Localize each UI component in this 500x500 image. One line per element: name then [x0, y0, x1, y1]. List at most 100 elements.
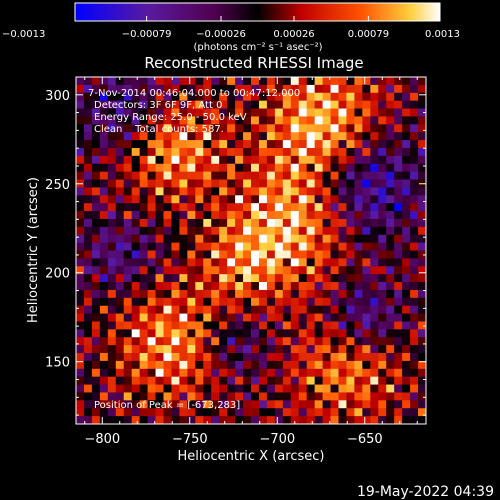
heatmap-cell [203, 242, 212, 251]
heatmap-cell [322, 84, 331, 94]
heatmap-cell [203, 147, 212, 157]
heatmap-cell [187, 329, 196, 338]
heatmap-cell [235, 195, 244, 204]
heatmap-cell [219, 226, 228, 236]
heatmap-cell [322, 360, 331, 370]
heatmap-cell [362, 108, 371, 117]
heatmap-cell [195, 289, 204, 299]
heatmap-cell [410, 392, 419, 401]
heatmap-cell [131, 289, 141, 299]
heatmap-cell [306, 289, 316, 299]
heatmap-cell [211, 313, 220, 322]
heatmap-cell [99, 392, 109, 401]
heatmap-cell [251, 408, 260, 417]
heatmap-cell [418, 368, 427, 378]
heatmap-cell [139, 360, 148, 370]
heatmap-cell [155, 195, 164, 204]
heatmap-cell [131, 337, 141, 346]
heatmap-cell [298, 203, 308, 212]
heatmap-cell [258, 289, 268, 299]
heatmap-cell [115, 171, 125, 180]
heatmap-cell [83, 345, 93, 354]
heatmap-cell [322, 147, 331, 157]
heatmap-cell [338, 77, 347, 86]
heatmap-cell [402, 305, 411, 314]
heatmap-cell [362, 234, 371, 244]
heatmap-cell [266, 376, 276, 385]
heatmap-cell [258, 187, 268, 196]
heatmap-cell [187, 92, 196, 102]
heatmap-cell [370, 100, 379, 109]
heatmap-cell [203, 313, 212, 322]
heatmap-cell [394, 368, 403, 378]
heatmap-cell [322, 203, 331, 212]
heatmap-cell [410, 187, 419, 196]
heatmap-cell [251, 163, 260, 173]
heatmap-cell [298, 329, 308, 338]
heatmap-cell [282, 92, 292, 102]
heatmap-cell [322, 155, 331, 165]
heatmap-cell [346, 242, 355, 251]
heatmap-cell [290, 282, 300, 291]
heatmap-cell [330, 242, 339, 251]
heatmap-cell [418, 250, 427, 259]
heatmap-cell [418, 77, 427, 86]
heatmap-cell [83, 163, 93, 173]
heatmap-cell [99, 242, 109, 251]
heatmap-cell [107, 187, 117, 196]
heatmap-cell [107, 211, 117, 220]
annotation-time-range: 7-Nov-2014 00:46:04.000 to 00:47:12.000 [88, 88, 300, 99]
heatmap-cell [243, 392, 252, 401]
heatmap-cell [330, 416, 339, 425]
heatmap-cell [354, 376, 363, 385]
heatmap-cell [76, 147, 85, 157]
heatmap-cell [282, 266, 292, 275]
heatmap-cell [195, 132, 204, 141]
heatmap-cell [402, 408, 411, 417]
heatmap-cell [290, 305, 300, 314]
heatmap-cell [298, 218, 308, 228]
heatmap-cell [243, 258, 252, 267]
heatmap-cell [179, 108, 188, 117]
heatmap-cell [354, 345, 363, 354]
heatmap-cell [227, 132, 236, 141]
heatmap-cell [314, 337, 323, 346]
heatmap-cell [131, 132, 141, 141]
heatmap-cell [163, 250, 172, 259]
heatmap-cell [91, 171, 101, 180]
heatmap-cell [107, 289, 117, 299]
heatmap-cell [394, 242, 403, 251]
heatmap-cell [410, 297, 419, 307]
heatmap-cell [195, 266, 204, 275]
heatmap-cell [91, 258, 101, 267]
heatmap-cell [282, 282, 292, 291]
heatmap-cell [131, 226, 141, 236]
heatmap-cell [107, 171, 117, 180]
heatmap-cell [298, 171, 308, 180]
heatmap-cell [219, 77, 228, 86]
heatmap-cell [171, 360, 180, 370]
heatmap-cell [235, 400, 244, 409]
heatmap-cell [251, 376, 260, 385]
heatmap-cell [227, 195, 236, 204]
heatmap-cell [314, 218, 323, 228]
heatmap-cell [211, 353, 220, 362]
heatmap-cell [251, 203, 260, 212]
heatmap-cell [99, 297, 109, 307]
heatmap-cell [131, 313, 141, 322]
heatmap-cell [282, 179, 292, 188]
heatmap-cell [274, 195, 284, 204]
colorbar-tick-label-0: −0.0013 [2, 29, 45, 40]
heatmap-cell [163, 92, 172, 102]
heatmap-cell [418, 195, 427, 204]
heatmap-cell [282, 321, 292, 330]
heatmap-cell [282, 368, 292, 378]
heatmap-cell [274, 108, 284, 117]
heatmap-cell [354, 100, 363, 109]
heatmap-cell [203, 282, 212, 291]
heatmap-cell [402, 360, 411, 370]
heatmap-cell [91, 384, 101, 393]
heatmap-cell [346, 234, 355, 244]
heatmap-cell [123, 179, 133, 188]
heatmap-cell [195, 368, 204, 378]
